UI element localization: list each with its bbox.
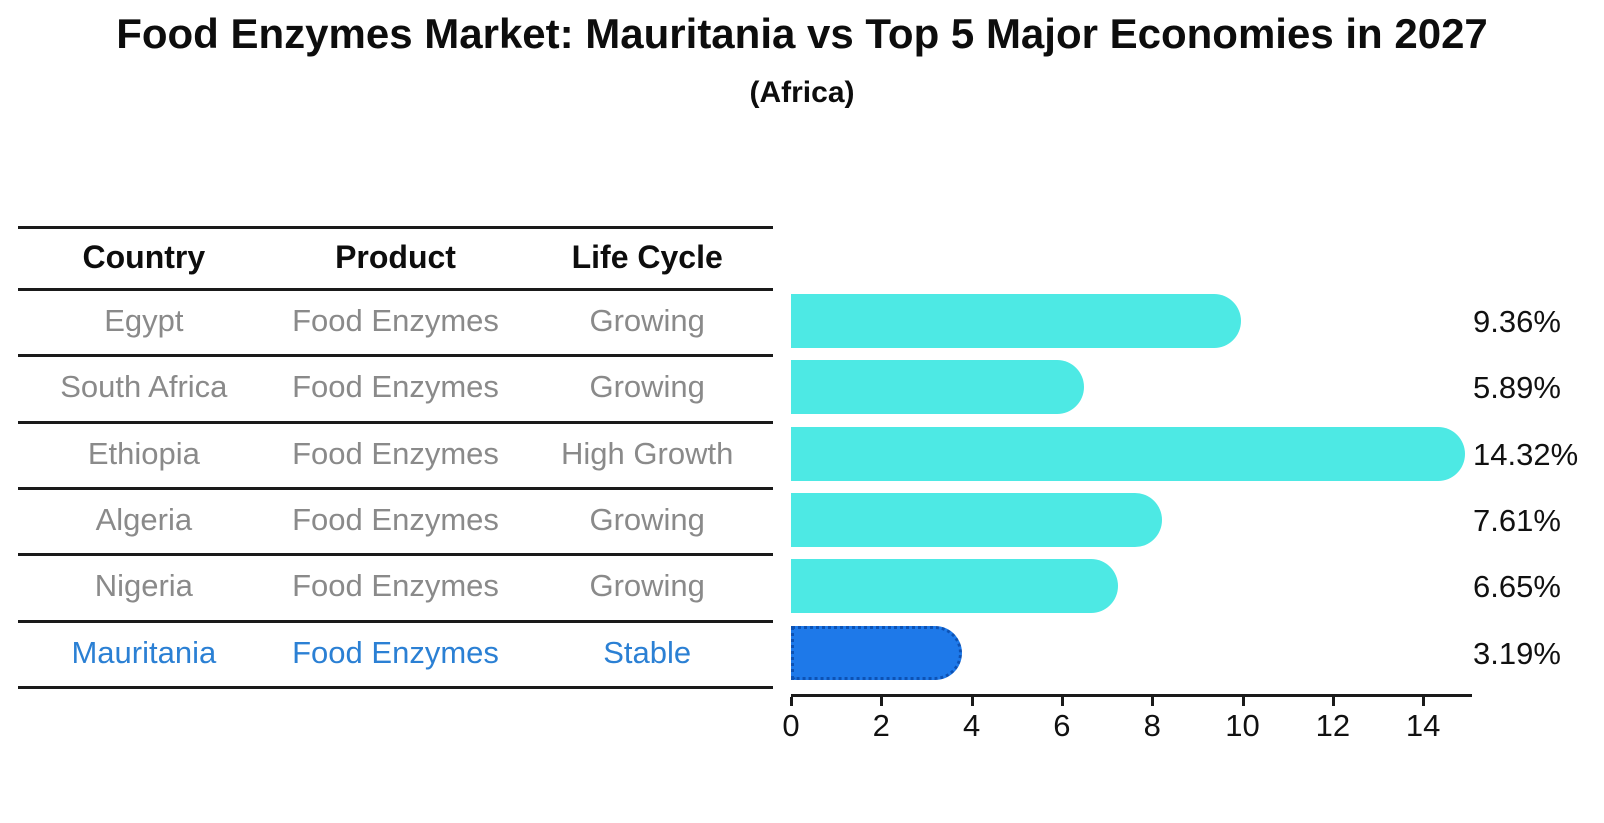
table-row-line (18, 487, 773, 490)
cell-product: Food Enzymes (292, 568, 499, 603)
tick-mark (1422, 697, 1426, 706)
bar-value-label-south-africa: 5.89% (1473, 370, 1561, 405)
tick-label: 14 (1405, 708, 1441, 743)
table-row-line (18, 553, 773, 556)
table-row-line (18, 354, 773, 357)
cell-product: Food Enzymes (292, 502, 499, 537)
bar-nigeria (791, 559, 1119, 613)
tick-mark (1331, 697, 1335, 706)
tick-label: 12 (1315, 708, 1351, 743)
tick-mark (880, 697, 884, 706)
bar-south-africa (791, 360, 1084, 414)
tick-label: 8 (1143, 708, 1161, 743)
table-header-line (18, 288, 773, 291)
tick-mark (790, 697, 793, 706)
bar-ethiopia (791, 427, 1465, 481)
tick-label: 6 (1053, 708, 1071, 743)
bar-egypt (791, 294, 1241, 348)
cell-life-cycle: Growing (589, 568, 705, 603)
cell-country: Nigeria (94, 568, 193, 603)
tick-mark (1060, 697, 1064, 706)
tick-label: 2 (872, 708, 890, 743)
tick-mark (1241, 697, 1245, 706)
cell-product: Food Enzymes (292, 303, 499, 338)
tick-label: 10 (1225, 708, 1260, 743)
chart-title: Food Enzymes Market: Mauritania vs Top 5… (116, 10, 1488, 57)
chart-subtitle: (Africa) (749, 76, 855, 109)
table-row-nigeria: Nigeria Food Enzymes Growing (18, 553, 773, 619)
table-header-row: Country Product Life Cycle (18, 226, 773, 288)
cell-life-cycle: Growing (589, 303, 705, 338)
cell-country: Egypt (104, 303, 184, 338)
cell-life-cycle: Growing (589, 369, 705, 404)
table-row-south-africa: South Africa Food Enzymes Growing (18, 354, 773, 420)
bar-algeria (791, 493, 1162, 547)
table-header-life-cycle: Life Cycle (571, 238, 723, 275)
table-row-egypt: Egypt Food Enzymes Growing (18, 288, 773, 354)
tick-label: 4 (962, 708, 981, 743)
table-bottom-line (18, 686, 773, 689)
tick-mark (1151, 697, 1155, 706)
table-row-algeria: Algeria Food Enzymes Growing (18, 487, 773, 553)
bar-mauritania-highlighted (791, 626, 963, 680)
bar-value-label-ethiopia: 14.32% (1473, 437, 1579, 472)
cell-country: Ethiopia (87, 436, 200, 471)
cell-life-cycle: Stable (603, 635, 692, 670)
table-row-line (18, 620, 773, 623)
cell-life-cycle: High Growth (561, 436, 734, 471)
bar-value-label-nigeria: 6.65% (1473, 569, 1561, 604)
x-axis-line (791, 694, 1472, 697)
table-row-line (18, 421, 773, 424)
cell-product: Food Enzymes (292, 369, 499, 404)
cell-product: Food Enzymes (292, 635, 499, 670)
table-row-mauritania: Mauritania Food Enzymes Stable (18, 620, 773, 686)
tick-mark (970, 697, 974, 706)
table-header-country: Country (82, 238, 206, 275)
cell-country: South Africa (60, 369, 228, 404)
cell-country: Algeria (95, 502, 193, 537)
bar-value-label-mauritania: 3.19% (1473, 636, 1561, 671)
table-row-ethiopia: Ethiopia Food Enzymes High Growth (18, 421, 773, 487)
bar-value-label-algeria: 7.61% (1473, 503, 1561, 538)
cell-product: Food Enzymes (292, 436, 499, 471)
tick-label: 0 (782, 708, 800, 743)
cell-country: Mauritania (71, 635, 217, 670)
table-header-product: Product (335, 238, 456, 275)
cell-life-cycle: Growing (589, 502, 705, 537)
bar-value-label-egypt: 9.36% (1473, 304, 1561, 339)
table-top-line (18, 226, 773, 229)
